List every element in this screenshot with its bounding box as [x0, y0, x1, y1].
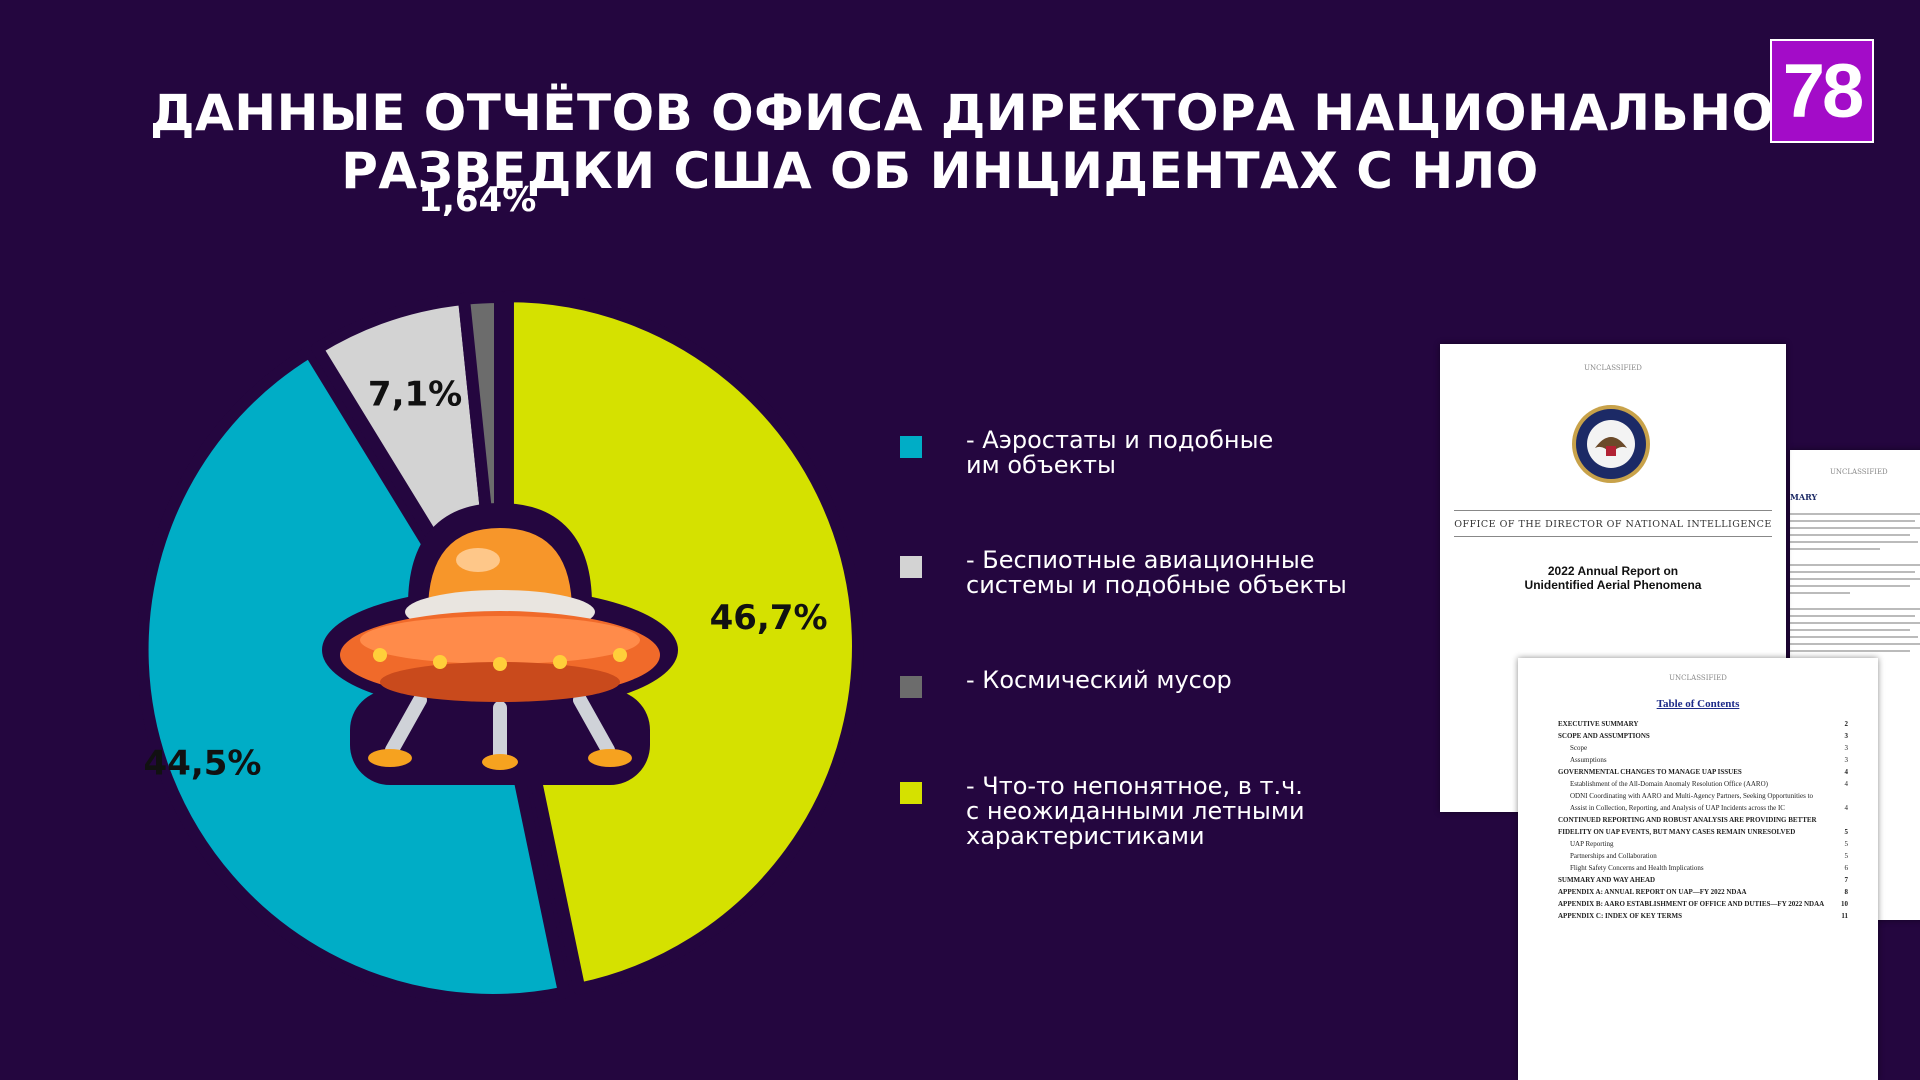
legend-label-drones: - Беспиотные авиационные системы и подоб…: [966, 546, 1347, 599]
doc-body-lines: [1790, 508, 1920, 657]
toc-row-page: 5: [1844, 828, 1849, 836]
toc-list: EXECUTIVE SUMMARY 2 SCOPE AND ASSUMPTIONS 3…: [1558, 718, 1848, 922]
channel-logo: 78: [1770, 39, 1874, 143]
toc-row: Establishment of the All-Domain Anomaly …: [1558, 778, 1848, 790]
toc-row: APPENDIX B: AARO ESTABLISHMENT OF OFFICE…: [1558, 898, 1848, 910]
toc-row: Partnerships and Collaboration 5: [1558, 850, 1848, 862]
toc-row: Scope 3: [1558, 742, 1848, 754]
toc-row-page: 8: [1844, 888, 1849, 896]
toc-row-page: 4: [1844, 768, 1849, 776]
toc-row-text: SCOPE AND ASSUMPTIONS: [1558, 732, 1650, 740]
doc-header: UNCLASSIFIED: [1669, 674, 1727, 682]
slice-drones-label: 7,1%: [368, 374, 462, 414]
toc-row-text: APPENDIX C: INDEX OF KEY TERMS: [1558, 912, 1682, 920]
toc-row-page: 4: [1844, 780, 1849, 788]
toc-row: SUMMARY AND WAY AHEAD 7: [1558, 874, 1848, 886]
legend-swatch-unknown: [900, 782, 922, 804]
toc-row-text: Assumptions: [1570, 756, 1607, 764]
legend-swatch-space-debris: [900, 676, 922, 698]
doc-agency: OFFICE OF THE DIRECTOR OF NATIONAL INTEL…: [1454, 519, 1772, 530]
toc-row-page: 3: [1844, 744, 1849, 752]
toc-row-page: 11: [1841, 912, 1848, 920]
legend-label-unknown: - Что-то непонятное, в т.ч. с неожиданны…: [966, 772, 1305, 850]
doc-header: UNCLASSIFIED: [1830, 468, 1888, 476]
toc-row-page: 3: [1844, 756, 1849, 764]
toc-row: CONTINUED REPORTING AND ROBUST ANALYSIS …: [1558, 814, 1848, 826]
toc-row: ODNI Coordinating with AARO and Multi-Ag…: [1558, 790, 1848, 802]
doc-report-title: 2022 Annual Report on Unidentified Aeria…: [1524, 564, 1702, 592]
slice-balloons-label: 44,5%: [144, 743, 262, 783]
doc-heading: MARY: [1790, 492, 1818, 502]
toc-row-page: 5: [1844, 852, 1849, 860]
toc-row-text: GOVERNMENTAL CHANGES TO MANAGE UAP ISSUE…: [1558, 768, 1742, 776]
toc-row-text: Establishment of the All-Domain Anomaly …: [1570, 780, 1768, 788]
toc-row: Assist in Collection, Reporting, and Ana…: [1558, 802, 1848, 814]
toc-row-page: 7: [1844, 876, 1849, 884]
page-title: ДАННЫЕ ОТЧЁТОВ ОФИСА ДИРЕКТОРА НАЦИОНАЛЬ…: [150, 84, 1817, 200]
toc-row-page: 3: [1844, 732, 1849, 740]
toc-row-text: SUMMARY AND WAY AHEAD: [1558, 876, 1656, 884]
legend-label-space-debris: - Космический мусор: [966, 666, 1232, 694]
slice-unknown-label: 46,7%: [710, 598, 828, 638]
odni-seal-icon: [1572, 405, 1650, 483]
toc-title: Table of Contents: [1656, 698, 1740, 710]
toc-row: FIDELITY ON UAP EVENTS, BUT MANY CASES R…: [1558, 826, 1848, 838]
toc-row-page: 2: [1844, 720, 1849, 728]
title-line-1: ДАННЫЕ ОТЧЁТОВ ОФИСА ДИРЕКТОРА НАЦИОНАЛЬ…: [150, 84, 1817, 142]
doc-header: UNCLASSIFIED: [1584, 364, 1642, 372]
toc-row: APPENDIX C: INDEX OF KEY TERMS 11: [1558, 910, 1848, 922]
toc-row-page: 5: [1844, 840, 1849, 848]
legend-label-balloons: - Аэростаты и подобные им объекты: [966, 426, 1274, 479]
toc-row: SCOPE AND ASSUMPTIONS 3: [1558, 730, 1848, 742]
toc-row-page: 6: [1844, 864, 1849, 872]
toc-row-text: FIDELITY ON UAP EVENTS, BUT MANY CASES R…: [1558, 828, 1796, 836]
report-cover-page: UNCLASSIFIED OFFICE OF THE DIRECTOR OF N…: [1440, 344, 1786, 812]
toc-row-text: APPENDIX A: ANNUAL REPORT ON UAP—FY 2022…: [1558, 888, 1747, 896]
toc-row: EXECUTIVE SUMMARY 2: [1558, 718, 1848, 730]
legend-swatch-drones: [900, 556, 922, 578]
divider: [1454, 536, 1772, 537]
slice-space-debris-label: 1,64%: [418, 180, 536, 220]
toc-row-text: UAP Reporting: [1570, 840, 1614, 848]
toc-row: APPENDIX A: ANNUAL REPORT ON UAP—FY 2022…: [1558, 886, 1848, 898]
toc-row-text: Assist in Collection, Reporting, and Ana…: [1570, 804, 1785, 812]
toc-row: GOVERNMENTAL CHANGES TO MANAGE UAP ISSUE…: [1558, 766, 1848, 778]
legend-swatch-balloons: [900, 436, 922, 458]
toc-row-text: EXECUTIVE SUMMARY: [1558, 720, 1639, 728]
toc-row-text: ODNI Coordinating with AARO and Multi-Ag…: [1570, 792, 1814, 800]
toc-row-page: 4: [1844, 804, 1849, 812]
toc-row: Flight Safety Concerns and Health Implic…: [1558, 862, 1848, 874]
title-line-2: РАЗВЕДКИ США ОБ ИНЦИДЕНТАХ С НЛО: [341, 142, 1539, 200]
toc-row-text: APPENDIX B: AARO ESTABLISHMENT OF OFFICE…: [1558, 900, 1825, 908]
toc-row-text: CONTINUED REPORTING AND ROBUST ANALYSIS …: [1558, 816, 1817, 824]
toc-row-page: 10: [1841, 900, 1848, 908]
toc-row: UAP Reporting 5: [1558, 838, 1848, 850]
toc-row-text: Scope: [1570, 744, 1588, 752]
ufo-icon: [322, 502, 678, 785]
toc-row-text: Partnerships and Collaboration: [1570, 852, 1657, 860]
report-toc-page: UNCLASSIFIED Table of Contents EXECUTIVE…: [1518, 658, 1878, 1080]
divider: [1454, 510, 1772, 511]
toc-row-text: Flight Safety Concerns and Health Implic…: [1570, 864, 1704, 872]
toc-row: Assumptions 3: [1558, 754, 1848, 766]
slice-unknown: [501, 290, 864, 995]
